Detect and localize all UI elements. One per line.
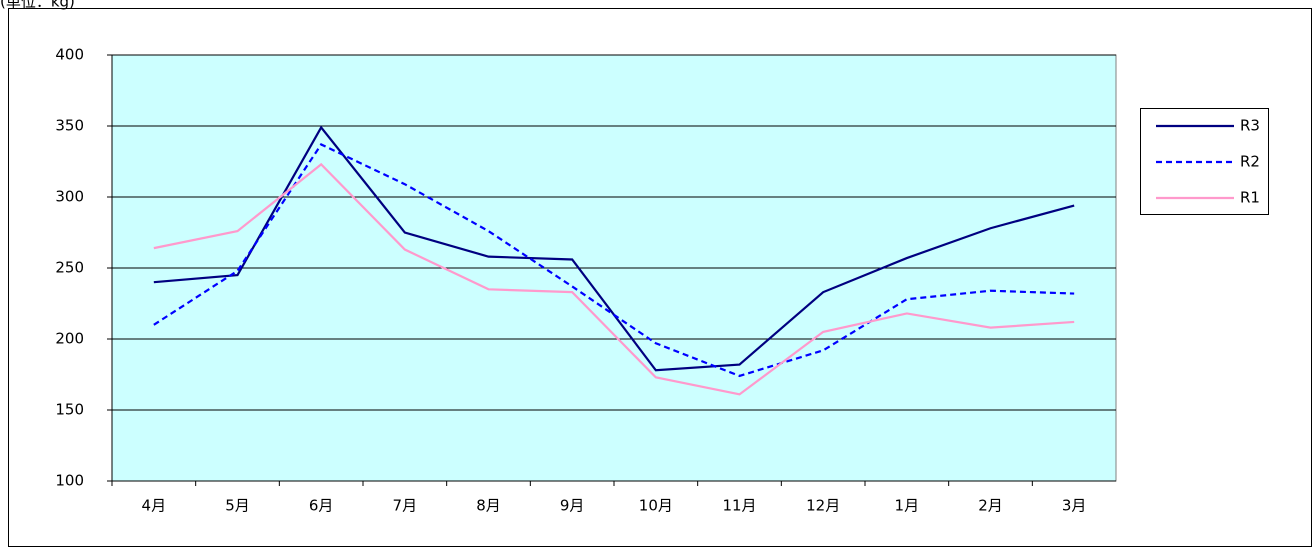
x-tick-label: 6月 <box>309 497 334 515</box>
y-tick-label: 100 <box>55 472 84 490</box>
legend-label: R2 <box>1240 153 1260 171</box>
series-line <box>153 143 1075 378</box>
y-tick-label: 150 <box>55 401 84 419</box>
y-tick-label: 250 <box>55 259 84 277</box>
x-tick-label: 1月 <box>895 497 920 515</box>
y-tick-label: 400 <box>55 46 84 64</box>
x-tick-label: 2月 <box>978 497 1003 515</box>
y-tick-label: 350 <box>55 117 84 135</box>
x-tick-label: 7月 <box>393 497 418 515</box>
y-tick-label: 200 <box>55 330 84 348</box>
subtitle: (単位：kg) <box>0 0 75 11</box>
x-tick-label: 3月 <box>1062 497 1087 515</box>
x-tick-label: 8月 <box>476 497 501 515</box>
x-tick-label: 5月 <box>225 497 250 515</box>
legend-label: R3 <box>1240 117 1260 135</box>
x-tick-label: 10月 <box>639 497 673 515</box>
x-tick-label: 9月 <box>560 497 585 515</box>
x-tick-label: 11月 <box>722 497 756 515</box>
x-tick-label: 4月 <box>142 497 167 515</box>
x-tick-label: 12月 <box>806 497 840 515</box>
y-tick-label: 300 <box>55 188 84 206</box>
series-line <box>153 162 1075 396</box>
legend-label: R1 <box>1240 189 1260 207</box>
